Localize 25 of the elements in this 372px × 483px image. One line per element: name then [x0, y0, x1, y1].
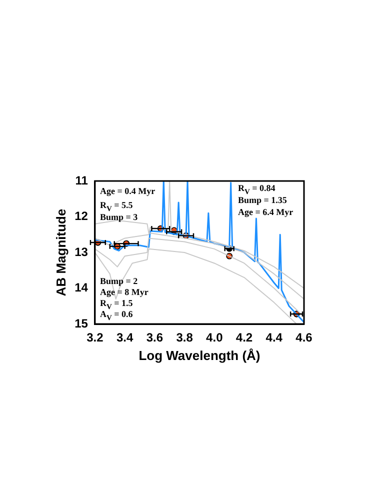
x-tick-label: 3.4: [116, 330, 134, 345]
y-tick-label: 13: [74, 244, 88, 259]
annotation: Bump = 1.35: [238, 195, 287, 205]
y-axis-title: AB Magnitude: [53, 208, 68, 296]
y-tick-label: 15: [74, 316, 88, 330]
y-tick-label: 11: [75, 173, 88, 188]
annotation: Bump = 3: [100, 212, 138, 222]
x-tick-label: 4.2: [236, 330, 253, 345]
annotation: R$_{V}$ = 5.5: [100, 200, 133, 214]
annotation: A$_{V}$ = 0.6: [100, 309, 133, 323]
y-tick-label: 14: [74, 280, 88, 295]
annotation: Bump = 2: [100, 276, 138, 286]
x-tick-label: 3.2: [86, 330, 104, 345]
x-axis-title: Log Wavelength (Å): [138, 348, 260, 363]
annotation: Age = 6.4 Myr: [238, 207, 294, 217]
y-tick-label: 12: [74, 209, 88, 224]
annotation: R$_{V}$ = 0.84: [238, 183, 276, 197]
x-tick-label: 4.6: [296, 330, 313, 345]
x-tick-label: 3.6: [146, 330, 164, 345]
x-tick-label: 3.8: [176, 330, 194, 345]
x-tick-label: 4.0: [206, 330, 224, 345]
x-tick-label: 4.4: [266, 330, 283, 345]
annotation: Age = 0.4 Myr: [100, 186, 156, 196]
annotation: Age = 8 Myr: [100, 287, 148, 297]
annotation: R$_{V}$ = 1.5: [100, 298, 133, 311]
